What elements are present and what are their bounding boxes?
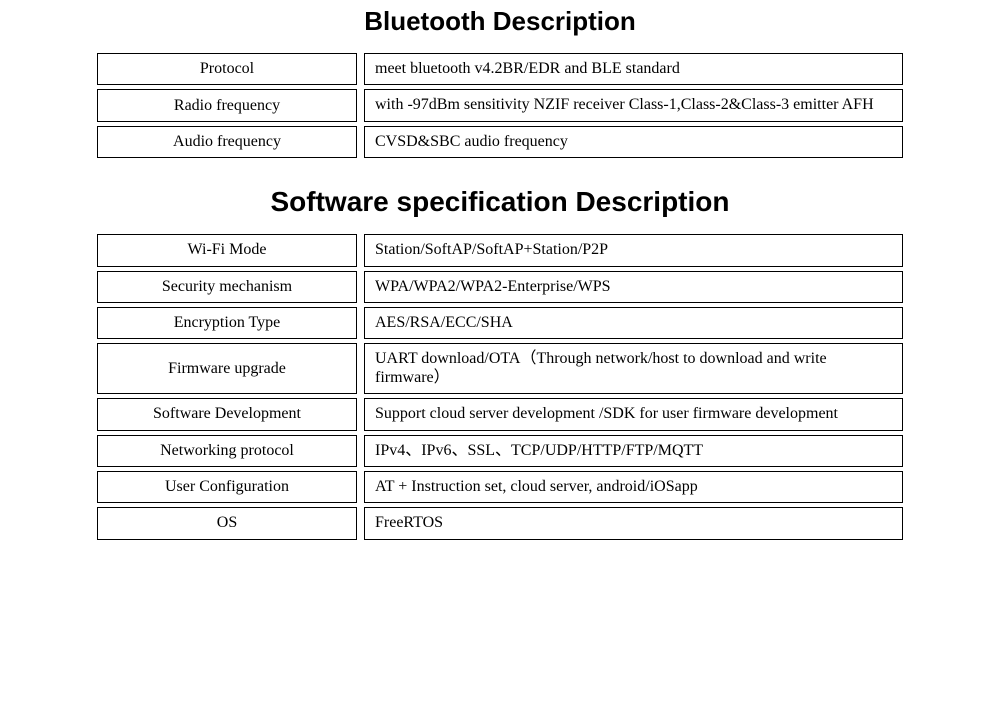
spec-value: Station/SoftAP/SoftAP+Station/P2P: [364, 234, 903, 266]
spec-label: User Configuration: [97, 471, 357, 503]
bluetooth-spec-table: Protocol meet bluetooth v4.2BR/EDR and B…: [90, 49, 910, 162]
spec-value: UART download/OTA（Through network/host t…: [364, 343, 903, 394]
spec-label: Software Development: [97, 398, 357, 430]
table-row: Firmware upgrade UART download/OTA（Throu…: [97, 343, 903, 394]
table-row: Audio frequency CVSD&SBC audio frequency: [97, 126, 903, 158]
spec-label: Audio frequency: [97, 126, 357, 158]
table-row: Security mechanism WPA/WPA2/WPA2-Enterpr…: [97, 271, 903, 303]
table-row: Networking protocol IPv4、IPv6、SSL、TCP/UD…: [97, 435, 903, 467]
table-row: User Configuration AT + Instruction set,…: [97, 471, 903, 503]
spec-label: Firmware upgrade: [97, 343, 357, 394]
spec-value: IPv4、IPv6、SSL、TCP/UDP/HTTP/FTP/MQTT: [364, 435, 903, 467]
spec-label: Wi-Fi Mode: [97, 234, 357, 266]
spec-value: CVSD&SBC audio frequency: [364, 126, 903, 158]
spec-label: OS: [97, 507, 357, 539]
spec-value: AES/RSA/ECC/SHA: [364, 307, 903, 339]
spec-value: Support cloud server development /SDK fo…: [364, 398, 903, 430]
table-row: Radio frequency with -97dBm sensitivity …: [97, 89, 903, 121]
spec-label: Protocol: [97, 53, 357, 85]
spec-label: Encryption Type: [97, 307, 357, 339]
spec-label: Radio frequency: [97, 89, 357, 121]
spec-label: Security mechanism: [97, 271, 357, 303]
software-spec-table: Wi-Fi Mode Station/SoftAP/SoftAP+Station…: [90, 230, 910, 544]
table-row: OS FreeRTOS: [97, 507, 903, 539]
table-row: Protocol meet bluetooth v4.2BR/EDR and B…: [97, 53, 903, 85]
spec-value: FreeRTOS: [364, 507, 903, 539]
software-section-title: Software specification Description: [0, 186, 1000, 218]
table-row: Wi-Fi Mode Station/SoftAP/SoftAP+Station…: [97, 234, 903, 266]
spec-value: WPA/WPA2/WPA2-Enterprise/WPS: [364, 271, 903, 303]
table-row: Software Development Support cloud serve…: [97, 398, 903, 430]
spec-value: AT + Instruction set, cloud server, andr…: [364, 471, 903, 503]
spec-label: Networking protocol: [97, 435, 357, 467]
spec-value: meet bluetooth v4.2BR/EDR and BLE standa…: [364, 53, 903, 85]
table-row: Encryption Type AES/RSA/ECC/SHA: [97, 307, 903, 339]
bluetooth-section-title: Bluetooth Description: [0, 6, 1000, 37]
spec-value: with -97dBm sensitivity NZIF receiver Cl…: [364, 89, 903, 121]
